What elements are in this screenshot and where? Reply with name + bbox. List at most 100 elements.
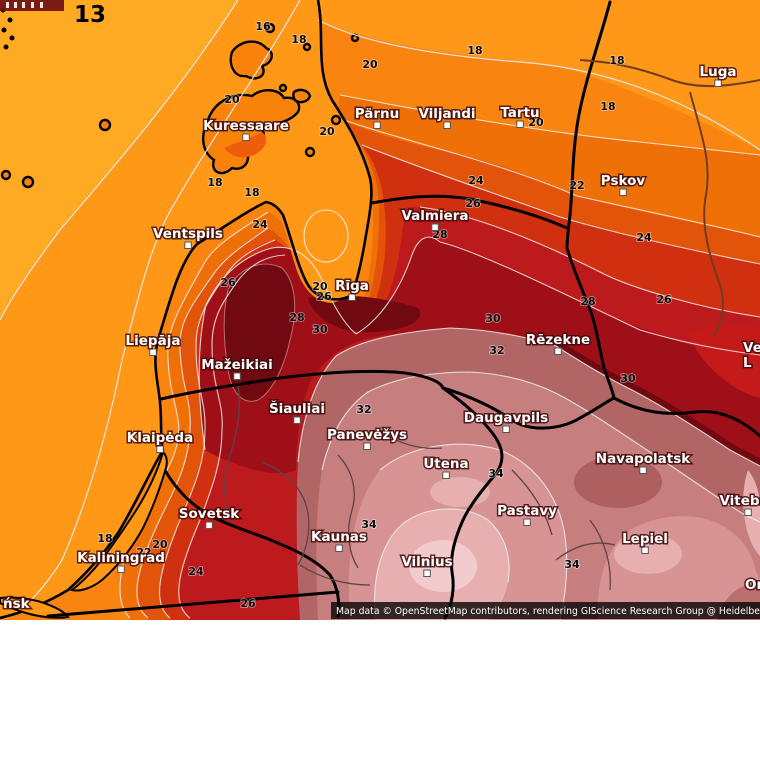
- city-marker: [554, 347, 562, 355]
- city-label: Kaliningrad: [76, 549, 166, 573]
- city-label: Rīga: [334, 277, 370, 301]
- city-label: Vitebsk: [718, 492, 760, 516]
- contour-value: 18: [600, 100, 615, 113]
- city-marker: [442, 471, 450, 479]
- city-marker: [373, 121, 381, 129]
- city-name: Panevėžys: [327, 427, 407, 443]
- cutoff-label: [0, 0, 64, 11]
- city-marker: [502, 425, 510, 433]
- partial-city-name: Vel: [743, 340, 760, 356]
- city-labels: Kuressaare Pärnu Viljandi Tartu Luga Pskov Ven…: [76, 63, 760, 577]
- city-name: Luga: [700, 64, 737, 80]
- contour-value: 18: [207, 176, 222, 189]
- city-marker: [641, 546, 649, 554]
- contour-value: 32: [489, 344, 504, 357]
- admin-borders: [223, 385, 616, 591]
- contour-value: 28: [580, 295, 595, 308]
- map-attribution: Map data © OpenStreetMap contributors, r…: [331, 602, 760, 619]
- contour-value: 24: [252, 218, 268, 231]
- contour-value: 28: [289, 311, 304, 324]
- contour-value: 18: [467, 44, 482, 57]
- city-label: Pskov: [599, 172, 647, 196]
- city-marker: [639, 466, 647, 474]
- city-marker: [184, 241, 192, 249]
- city-name: Navapolatsk: [596, 451, 691, 467]
- city-label: Ventspils: [152, 225, 224, 249]
- contour-value: 24: [636, 231, 652, 244]
- contour-value: 20: [152, 538, 168, 551]
- city-name: Utena: [423, 456, 468, 472]
- city-label: Navapolatsk: [594, 450, 693, 474]
- city-name: Rīga: [335, 278, 369, 294]
- partial-city-name: ńsk: [3, 596, 31, 612]
- contour-value: 16: [255, 20, 271, 33]
- city-label: Vilnius: [400, 553, 454, 577]
- city-marker: [619, 188, 627, 196]
- city-label: Kuressaare: [202, 117, 290, 141]
- contour-value: 22: [136, 546, 151, 559]
- lagoons: [0, 450, 168, 619]
- city-label: Rēzekne: [524, 331, 592, 355]
- contour-value: 26: [656, 293, 672, 306]
- city-name: Pastavy: [497, 503, 557, 519]
- city-name: Vilnius: [401, 554, 452, 570]
- contour-value: 26: [240, 597, 256, 610]
- city-label: Utena: [422, 455, 470, 479]
- sea-isolines: [0, 0, 760, 619]
- islands: [0, 22, 360, 189]
- city-marker: [714, 79, 722, 87]
- city-label: Tartu: [499, 104, 541, 128]
- city-name: Mažeikiai: [201, 357, 273, 373]
- city-name: Pskov: [601, 173, 646, 189]
- city-label: Pastavy: [496, 502, 559, 526]
- city-name: Kuressaare: [203, 118, 289, 134]
- city-name: Pärnu: [355, 106, 400, 122]
- contour-value: 26: [220, 276, 236, 289]
- contour-value: 24: [468, 174, 484, 187]
- city-name: Klaipėda: [127, 430, 193, 446]
- city-name: Valmiera: [401, 208, 468, 224]
- city-marker: [156, 445, 164, 453]
- contour-value: 26: [316, 290, 332, 303]
- contour-value: 30: [485, 312, 501, 325]
- city-label: Luga: [698, 63, 738, 87]
- city-label: Sovetsk: [177, 505, 242, 529]
- city-marker: [149, 348, 157, 356]
- city-label: Viljandi: [417, 105, 477, 129]
- city-name: Viljandi: [418, 106, 475, 122]
- city-label: Kaunas: [310, 528, 368, 552]
- city-marker: [293, 416, 301, 424]
- contour-value: 18: [244, 186, 259, 199]
- city-marker: [516, 120, 524, 128]
- city-marker: [117, 565, 125, 573]
- city-label: Mažeikiai: [200, 356, 274, 380]
- contour-value: 18: [609, 54, 624, 67]
- contour-value: 18: [291, 33, 306, 46]
- contour-value: 32: [356, 403, 371, 416]
- country-borders: [46, 0, 760, 620]
- city-marker: [348, 293, 356, 301]
- contour-value: 20: [224, 93, 240, 106]
- corner-value-label: 13: [74, 2, 106, 28]
- island-warm-patch: [224, 132, 267, 158]
- contour-value: 34: [488, 467, 504, 480]
- contour-value: 20: [528, 116, 544, 129]
- city-name: Daugavpils: [464, 410, 548, 426]
- isotherm-lines: [119, 94, 760, 620]
- city-name: Lepiel: [622, 531, 668, 547]
- city-marker: [443, 121, 451, 129]
- city-name: Sovetsk: [179, 506, 240, 522]
- contour-value: 24: [188, 565, 204, 578]
- city-name: Ventspils: [153, 226, 223, 242]
- city-label: Šiauliai: [267, 398, 327, 424]
- city-label: Lepiel: [621, 530, 669, 554]
- city-marker: [242, 133, 250, 141]
- partial-city-labels: ńsk VelL Ors: [2, 339, 760, 614]
- partial-city-name: Ors: [745, 577, 760, 593]
- coastline: [0, 0, 373, 620]
- city-name: Kaunas: [311, 529, 367, 545]
- temperature-map: 1618181818181818202020202020222224242424…: [0, 0, 760, 620]
- city-marker: [423, 569, 431, 577]
- city-marker: [363, 442, 371, 450]
